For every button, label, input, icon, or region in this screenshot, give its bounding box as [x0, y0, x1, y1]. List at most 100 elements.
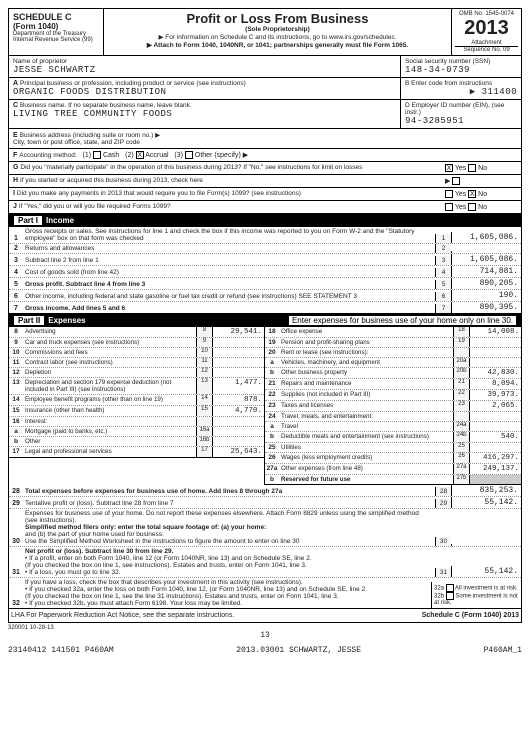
attach-label: Attachment — [455, 40, 518, 47]
l20a-amt — [469, 358, 521, 367]
line-a-value: ORGANIC FOODS DISTRIBUTION — [13, 87, 396, 97]
l15-amt: 4,770. — [212, 406, 264, 416]
l14-desc: Employee benefit programs (other than on… — [23, 395, 196, 405]
header-left: SCHEDULE C (Form 1040) Department of the… — [9, 9, 104, 55]
schedule-label: SCHEDULE C — [13, 12, 99, 22]
l20a-desc: Vehicles, machinery, and equipment — [279, 358, 453, 367]
part2-bar: Part IIExpenses Enter expenses for busin… — [9, 314, 521, 327]
l31-amt: 55,142. — [451, 566, 521, 577]
l21-desc: Repairs and maintenance — [279, 379, 453, 389]
l23-amt: 2,065. — [469, 401, 521, 411]
l19-desc: Pension and profit-sharing plans — [279, 338, 453, 347]
l32b-desc: (If you checked the box on line 1, see t… — [25, 593, 429, 600]
l28-amt: 835,253. — [451, 485, 521, 496]
form-label: (Form 1040) — [13, 22, 99, 31]
line-h-row: H If you started or acquired this busine… — [9, 175, 521, 188]
l31c-desc: • If a loss, you must go to line 32. — [25, 569, 433, 576]
lha-notice: LHA For Paperwork Reduction Act Notice, … — [11, 612, 234, 619]
line-c-row: C Business name. If no separate business… — [9, 100, 521, 129]
part2-note: Enter expenses for business use of your … — [289, 316, 516, 325]
l28-desc: Total expenses before expenses for busin… — [25, 488, 282, 495]
line-6-desc: Other income, including federal and stat… — [23, 292, 435, 301]
l16b-desc: Other — [23, 437, 196, 446]
line-i-label: Did you make any payments in 2013 that w… — [17, 190, 301, 197]
g-no-checkbox[interactable] — [468, 164, 476, 172]
part1-title: Income — [46, 216, 74, 225]
footer-left: 23140412 141501 P460AM — [8, 646, 114, 655]
name-label: Name of proprietor — [13, 58, 396, 65]
l16a-amt — [212, 427, 264, 436]
l25-desc: Utilities — [279, 443, 453, 452]
line-f-row: F Accounting method: (1) Cash (2) X Accr… — [9, 149, 521, 162]
line-7: 7Gross income. Add lines 5 and 67890,395… — [9, 302, 521, 314]
accrual-label: Accrual — [145, 152, 168, 159]
line-30: 30 Expenses for business use of your hom… — [9, 509, 521, 547]
line-g-label: Did you "materially participate" in the … — [20, 164, 362, 171]
l17-desc: Legal and professional services — [23, 447, 196, 457]
line-a-row: A Principal business or profession, incl… — [9, 78, 521, 100]
line-c-label: Business name. If no separate business n… — [20, 102, 192, 109]
line-7-desc: Gross income. Add lines 5 and 6 — [25, 305, 125, 312]
l11-amt — [212, 358, 264, 367]
schedule-c-form: SCHEDULE C (Form 1040) Department of the… — [8, 8, 522, 623]
cash-checkbox[interactable] — [93, 151, 101, 159]
l16a-desc: Mortgage (paid to banks, etc.) — [23, 427, 196, 436]
l32-desc: If you have a loss, check the box that d… — [25, 579, 429, 586]
l10-amt — [212, 348, 264, 357]
l31a-desc: • If a profit, enter on both Form 1040, … — [25, 555, 433, 562]
l32c-desc: • If you checked 32b, you must attach Fo… — [25, 600, 429, 607]
l31-desc: Net profit or (loss). Subtract line 30 f… — [25, 548, 173, 555]
l31b-desc: (If you checked the box on line 1, see i… — [25, 562, 433, 569]
l22-amt: 39,973. — [469, 390, 521, 400]
l12-amt — [212, 368, 264, 377]
line-29: 29Tentative profit or (loss). Subtract l… — [9, 497, 521, 509]
l24-desc: Travel, meals, and entertainment: — [279, 412, 453, 421]
line-32: 32 If you have a loss, check the box tha… — [9, 578, 521, 609]
l30c-desc: and (b) the part of your home used for b… — [25, 531, 433, 538]
other-checkbox[interactable] — [185, 151, 193, 159]
l29-amt: 55,142. — [451, 497, 521, 508]
line-6: 6Other income, including federal and sta… — [9, 290, 521, 302]
line-4-amt: 714,881. — [451, 266, 521, 277]
l24a-desc: Travel — [279, 422, 453, 431]
line-1: 1Gross receipts or sales. See instructio… — [9, 227, 521, 244]
l27a-desc: Other expenses (from line 48) — [279, 464, 453, 474]
l26-desc: Wages (less employment credits) — [279, 453, 453, 463]
line-5: 5Gross profit. Subtract line 4 from line… — [9, 278, 521, 290]
l27b-desc: Reserved for future use — [281, 476, 350, 483]
subtitle-3: ▶ Attach to Form 1040, 1040NR, or 1041; … — [108, 41, 447, 49]
32b-checkbox[interactable] — [446, 592, 454, 600]
l17-amt: 25,643. — [212, 447, 264, 457]
page-footer: 23140412 141501 P460AM 2013.03001 SCHWAR… — [8, 646, 522, 655]
footer-center: 2013.03001 SCHWARTZ, JESSE — [236, 646, 361, 655]
cash-label: Cash — [103, 152, 119, 159]
part2-title: Expenses — [48, 316, 85, 325]
h-checkbox[interactable] — [452, 177, 460, 185]
l10-desc: Commissions and fees — [23, 348, 196, 357]
l16b-amt — [212, 437, 264, 446]
i-no-checkbox[interactable]: X — [468, 190, 476, 198]
subtitle-2: ▶ For information on Schedule C and its … — [108, 33, 447, 41]
i-yes-checkbox[interactable] — [445, 190, 453, 198]
line-1-desc: Gross receipts or sales. See instruction… — [23, 227, 435, 243]
line-3-desc: Subtract line 2 from line 1 — [23, 256, 435, 265]
ssn-label: Social security number (SSN) — [405, 58, 517, 65]
accrual-checkbox[interactable]: X — [136, 151, 144, 159]
part1-bar: Part IIncome — [9, 214, 521, 227]
l18-desc: Office expense — [279, 327, 453, 337]
line-2: 2Returns and allowances2 — [9, 244, 521, 254]
l20-desc: Rent or lease (see instructions): — [279, 348, 453, 357]
line-4-desc: Cost of goods sold (from line 42) — [23, 268, 435, 277]
name-row: Name of proprietor JESSE SCHWARTZ Social… — [9, 56, 521, 78]
g-yes-checkbox[interactable]: X — [445, 164, 453, 172]
l14-amt: 878. — [212, 395, 264, 405]
j-yes-checkbox[interactable] — [445, 203, 453, 211]
j-no-checkbox[interactable] — [468, 203, 476, 211]
line-3-amt: 1,605,086. — [451, 254, 521, 265]
schedule-ref: Schedule C (Form 1040) 2013 — [422, 612, 519, 619]
l24b-desc: Deductible meals and entertainment (see … — [279, 432, 453, 442]
32a-checkbox[interactable] — [446, 584, 454, 592]
line-f-label: Accounting method: — [19, 152, 76, 159]
l13-amt: 1,477. — [212, 378, 264, 394]
line-28: 28Total expenses before expenses for bus… — [9, 485, 521, 497]
